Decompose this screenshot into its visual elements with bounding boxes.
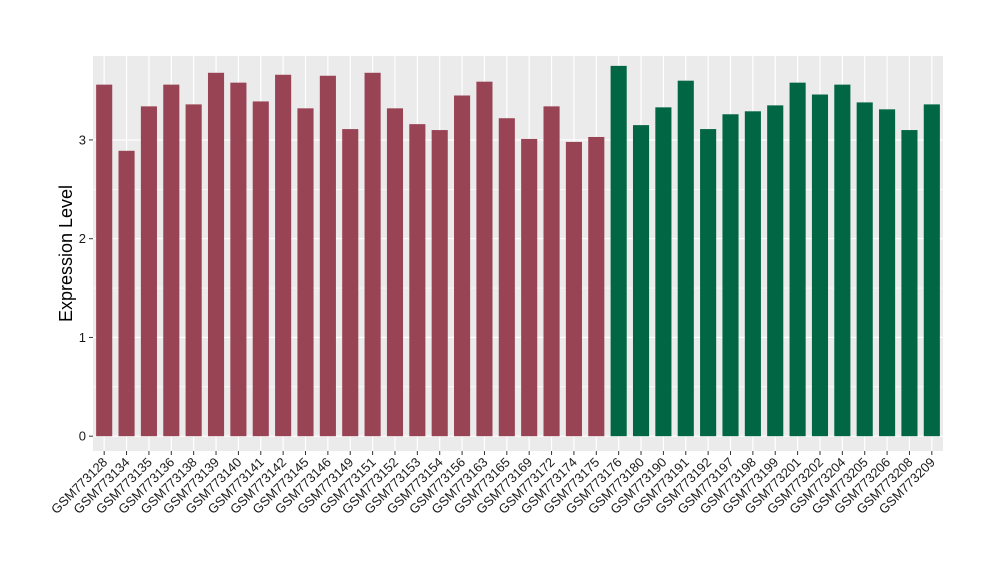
bar-GSM773140 [230, 82, 247, 437]
y-axis-title: Expression Level [56, 185, 76, 322]
bar-GSM773199 [767, 105, 784, 437]
bar-GSM773145 [297, 108, 314, 437]
bar-GSM773138 [185, 104, 202, 437]
y-tick-label: 3 [79, 132, 86, 147]
bar-GSM773208 [901, 130, 918, 437]
bar-GSM773135 [140, 106, 157, 437]
y-tick-label: 0 [79, 429, 86, 444]
bar-GSM773192 [700, 129, 717, 437]
bar-GSM773191 [677, 80, 694, 437]
y-tick-label: 1 [79, 330, 86, 345]
bar-GSM773209 [923, 104, 940, 437]
bar-GSM773163 [476, 81, 493, 437]
bar-GSM773141 [252, 101, 269, 437]
bar-GSM773153 [409, 124, 426, 437]
bar-GSM773206 [879, 109, 896, 437]
bar-GSM773205 [856, 102, 873, 437]
bar-GSM773204 [834, 84, 851, 437]
bar-GSM773165 [498, 118, 515, 437]
bar-GSM773175 [588, 136, 605, 437]
bar-GSM773156 [454, 95, 471, 437]
bar-GSM773149 [342, 129, 359, 437]
x-axis: GSM773128GSM773134GSM773135GSM773136GSM7… [48, 451, 938, 517]
bar-GSM773154 [431, 130, 448, 437]
bar-GSM773202 [811, 94, 829, 437]
bar-GSM773190 [655, 107, 672, 437]
bar-GSM773201 [789, 82, 806, 437]
bar-GSM773136 [163, 84, 180, 437]
bar-GSM773151 [364, 72, 381, 437]
y-axis: 0 1 2 3 [79, 132, 93, 444]
bar-GSM773139 [207, 72, 225, 437]
y-tick-label: 2 [79, 231, 86, 246]
bar-GSM773197 [722, 114, 739, 437]
bar-GSM773180 [632, 125, 650, 437]
bar-GSM773128 [96, 84, 113, 437]
bar-GSM773172 [543, 106, 560, 437]
bar-GSM773134 [118, 150, 135, 437]
bar-GSM773142 [275, 74, 292, 437]
bar-GSM773152 [386, 108, 404, 437]
bar-GSM773198 [744, 111, 761, 437]
bar-GSM773176 [610, 65, 627, 437]
bars [96, 65, 940, 437]
bar-GSM773146 [319, 75, 336, 437]
bar-GSM773169 [521, 138, 538, 437]
bar-GSM773174 [565, 141, 582, 437]
